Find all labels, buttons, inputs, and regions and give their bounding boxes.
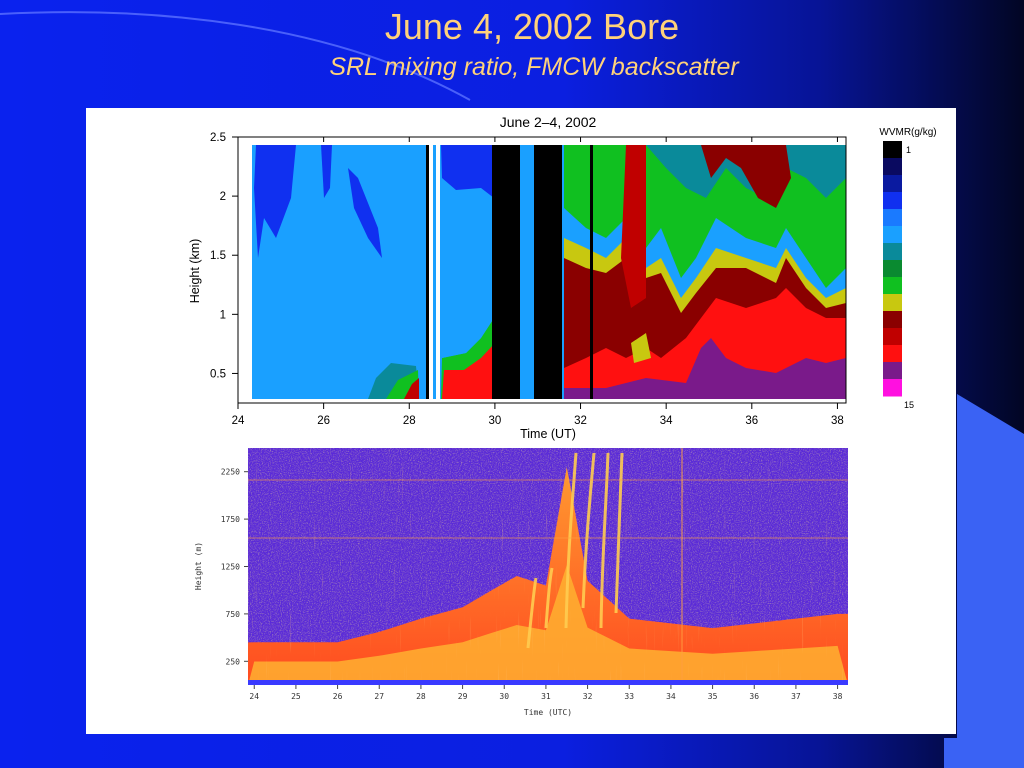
top-x-tick-label: 26 <box>317 415 330 427</box>
top-x-tick-label: 30 <box>489 415 502 427</box>
top-y-tick-label: 2 <box>220 191 226 203</box>
mixing-ratio-heatmap <box>252 145 846 399</box>
mid-cyan-layer <box>442 288 494 358</box>
ground-clutter <box>248 680 848 685</box>
bottom-x-tick-label: 36 <box>749 692 759 701</box>
colorbar-swatch <box>883 175 902 193</box>
colorbar-swatches <box>883 141 902 397</box>
bottom-x-tick-label: 31 <box>541 692 551 701</box>
bottom-x-tick-label: 29 <box>458 692 468 701</box>
bottom-x-ticks: 24 25 26 27 28 29 30 31 32 33 34 35 36 37 38 <box>249 685 843 701</box>
bottom-x-tick-label: 24 <box>249 692 259 701</box>
bottom-x-tick-label: 28 <box>416 692 426 701</box>
colorbar: WVMR(g/kg) 1 15 <box>879 127 936 410</box>
upper-right-dry <box>441 145 496 198</box>
colorbar-swatch <box>883 226 902 244</box>
backscatter-streaks <box>248 448 848 685</box>
near-surface-red <box>404 378 419 399</box>
bottom-x-tick-label: 30 <box>499 692 509 701</box>
colorbar-swatch <box>883 294 902 312</box>
colorbar-swatch <box>883 192 902 210</box>
top-y-tick-label: 1 <box>220 309 226 321</box>
top-y-ticks: 0.5 1 1.5 2 2.5 <box>210 132 238 380</box>
top-y-tick-label: 0.5 <box>210 368 226 380</box>
bottom-y-tick-label: 1750 <box>221 515 240 524</box>
bore-red-patch <box>621 145 646 308</box>
colorbar-swatch <box>883 141 902 159</box>
fmcw-backscatter-chart: 24 25 26 27 28 29 30 31 32 33 34 35 36 37 38 250 750 125… <box>194 448 848 717</box>
top-x-tick-label: 36 <box>745 415 758 427</box>
bottom-x-tick-label: 35 <box>708 692 718 701</box>
surface-purple-layer <box>564 338 846 399</box>
top-y-tick-label: 2.5 <box>210 132 226 144</box>
top-y-tick-label: 1.5 <box>210 250 226 262</box>
data-gaps <box>426 145 593 399</box>
colorbar-label: WVMR(g/kg) <box>879 127 936 138</box>
colorbar-swatch <box>883 260 902 278</box>
bottom-x-tick-label: 25 <box>291 692 301 701</box>
colorbar-swatch <box>883 328 902 346</box>
slide-subtitle: SRL mixing ratio, FMCW backscatter <box>329 53 739 81</box>
colorbar-swatch <box>883 345 902 363</box>
bottom-y-ticks: 250 750 1250 1750 2250 <box>221 468 248 666</box>
bottom-x-tick-label: 38 <box>833 692 843 701</box>
top-x-tick-label: 28 <box>403 415 416 427</box>
bottom-x-tick-label: 34 <box>666 692 676 701</box>
bottom-x-tick-label: 32 <box>583 692 593 701</box>
top-x-label: Time (UT) <box>520 427 576 441</box>
top-x-tick-label: 38 <box>831 415 844 427</box>
bore-red-layer <box>564 288 846 399</box>
colorbar-max-label: 15 <box>904 400 914 410</box>
bottom-x-label: Time (UTC) <box>524 708 572 717</box>
bottom-y-label: Height (m) <box>194 542 203 590</box>
plume-streaks <box>526 452 624 649</box>
bottom-x-tick-label: 33 <box>624 692 634 701</box>
colorbar-swatch <box>883 243 902 261</box>
bottom-y-tick-label: 2250 <box>221 468 240 477</box>
colorbar-swatch <box>883 379 902 397</box>
top-chart-title: June 2–4, 2002 <box>500 114 597 130</box>
bottom-x-tick-label: 37 <box>791 692 801 701</box>
bottom-y-tick-label: 750 <box>226 610 241 619</box>
figure-panel: June 2–4, 2002 <box>86 108 956 734</box>
backscatter-image <box>248 448 848 685</box>
top-x-tick-label: 32 <box>574 415 587 427</box>
colorbar-swatch <box>883 209 902 227</box>
top-x-ticks: 24 26 28 30 32 34 36 38 <box>232 137 844 427</box>
bottom-x-tick-label: 26 <box>333 692 343 701</box>
upper-dark-streaks <box>254 145 296 258</box>
top-plot-frame <box>237 136 847 404</box>
upper-dark-streak-3 <box>321 145 332 198</box>
colorbar-min-label: 1 <box>906 145 911 155</box>
bottom-y-tick-label: 250 <box>226 657 241 666</box>
top-y-label: Height (km) <box>188 239 202 304</box>
bottom-x-tick-label: 27 <box>374 692 384 701</box>
colorbar-swatch <box>883 362 902 380</box>
yellow-pocket <box>631 333 651 363</box>
bore-darkred-upper <box>701 145 791 208</box>
upper-dark-streak-2 <box>348 168 382 258</box>
slide-title: June 4, 2002 Bore <box>384 6 680 47</box>
top-x-tick-label: 34 <box>660 415 673 427</box>
colorbar-swatch <box>883 311 902 329</box>
mixing-ratio-chart: June 2–4, 2002 <box>188 114 937 441</box>
mid-red-layer <box>442 344 494 399</box>
top-x-tick-label: 24 <box>232 415 245 427</box>
colorbar-swatch <box>883 277 902 295</box>
colorbar-swatch <box>883 158 902 176</box>
bottom-y-tick-label: 1250 <box>221 563 240 572</box>
